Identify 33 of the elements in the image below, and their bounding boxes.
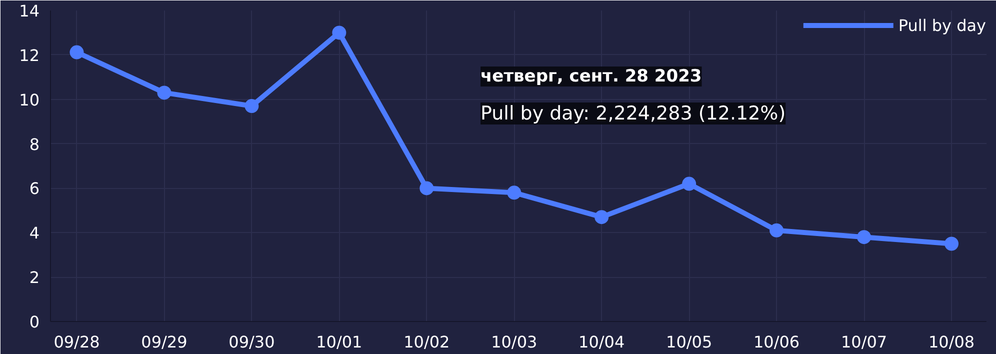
x-tick-label: 10/02 (404, 332, 450, 352)
point (70, 45, 84, 60)
point (944, 236, 959, 251)
x-tick-label: 10/06 (754, 332, 800, 352)
text: Pull by day (898, 16, 986, 34)
annotation: четверг, сент. 28 2023 (480, 66, 702, 86)
point (857, 230, 872, 244)
x-tick-label: 10/08 (928, 332, 975, 352)
point (420, 181, 434, 196)
x-tick-label: 10/04 (578, 332, 625, 352)
annotation: Pull by day: 2,224,283 (12.12%) (480, 102, 786, 124)
point (770, 223, 784, 238)
point (244, 99, 259, 114)
point (332, 26, 346, 40)
y-tick-label: 2 (29, 268, 40, 288)
point (682, 176, 696, 191)
y-tick-label: 10 (19, 90, 40, 110)
y-tick-label: 0 (29, 312, 40, 332)
y-tick-label: 8 (29, 134, 40, 154)
y-tick-label: 4 (29, 224, 40, 243)
y-tick-label: 6 (29, 179, 40, 198)
x-tick-label: 09/30 (228, 332, 275, 352)
y-tick-label: 12 (19, 46, 40, 65)
point (157, 86, 172, 100)
x-tick-label: 10/01 (316, 332, 362, 352)
point (507, 186, 522, 200)
point (594, 210, 609, 224)
x-tick-label: 09/28 (54, 332, 100, 352)
y-tick-label: 14 (19, 2, 40, 20)
x-tick-label: 09/29 (141, 332, 188, 352)
x-tick-label: 10/03 (491, 332, 538, 352)
x-tick-label: 10/05 (666, 332, 712, 352)
x-tick-label: 10/07 (840, 332, 888, 352)
